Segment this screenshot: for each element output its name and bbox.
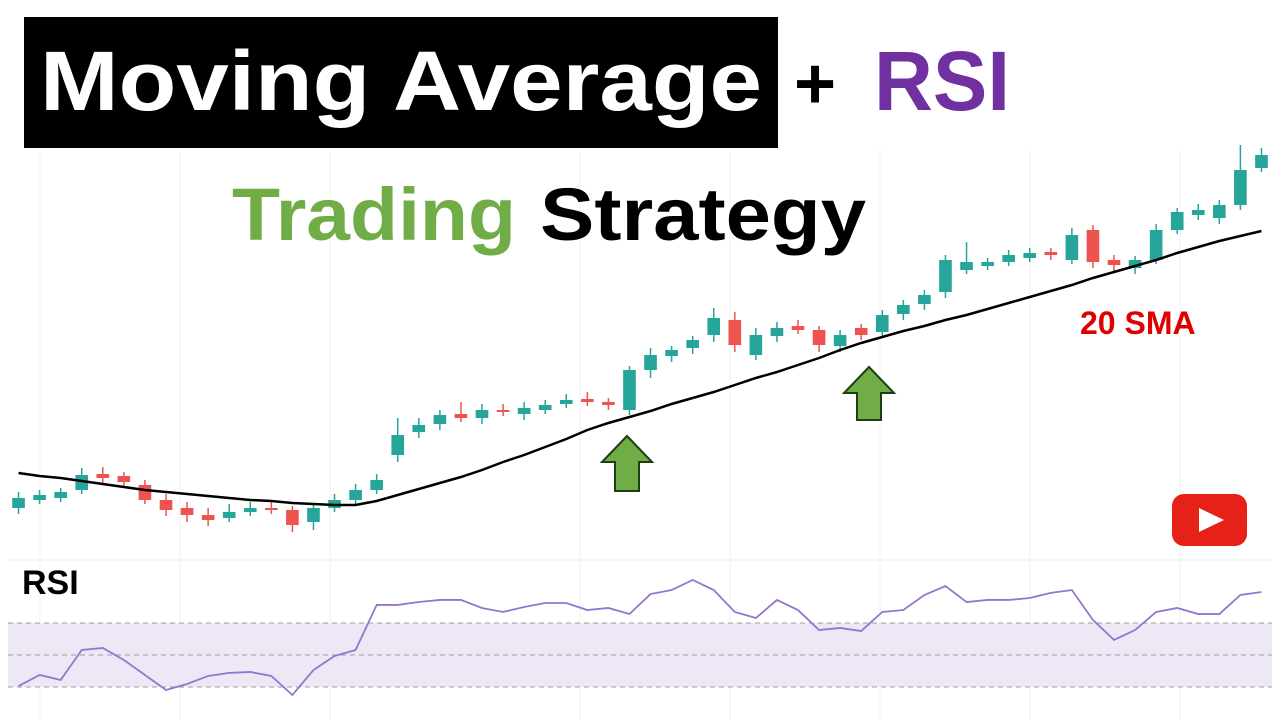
- candle-body: [96, 474, 110, 478]
- subtitle-strategy: Strategy: [540, 173, 866, 256]
- candle-body: [1023, 253, 1037, 258]
- candle-body: [1128, 260, 1142, 268]
- candle-body: [159, 500, 173, 510]
- candle-body: [349, 490, 362, 500]
- title-plus: +: [794, 44, 836, 124]
- candle-body: [517, 408, 531, 414]
- candle-body: [201, 515, 215, 520]
- candle-body: [686, 340, 699, 348]
- youtube-icon: [1172, 494, 1247, 546]
- candle-body: [243, 508, 257, 512]
- rsi-line: [18, 578, 1262, 697]
- candle-body: [854, 328, 868, 335]
- candle-body: [307, 508, 320, 522]
- candle-body: [222, 512, 236, 518]
- up-arrow: [599, 434, 655, 492]
- candle-body: [1234, 170, 1247, 205]
- title-rsi: RSI: [874, 34, 1010, 128]
- candle-body: [1149, 230, 1163, 260]
- title-box: [24, 17, 778, 148]
- candle-body: [180, 508, 194, 515]
- candle-body: [117, 476, 131, 482]
- candle-body: [559, 400, 573, 404]
- candle-body: [286, 510, 299, 525]
- title-main: Moving Average: [40, 34, 762, 128]
- candle-body: [812, 330, 826, 345]
- candle-body: [1191, 210, 1205, 215]
- candle-body: [1086, 230, 1100, 262]
- candle-body: [370, 480, 383, 490]
- candle-body: [138, 485, 152, 500]
- candle-body: [475, 410, 489, 418]
- candle-body: [412, 425, 426, 432]
- candle-body: [939, 260, 952, 292]
- candle-body: [1044, 252, 1058, 255]
- candle-body: [1170, 212, 1184, 230]
- candle-body: [918, 295, 931, 304]
- candle-body: [538, 405, 552, 410]
- candle-body: [454, 414, 468, 418]
- candle-body: [1255, 155, 1268, 168]
- sma-label: 20 SMA: [1080, 305, 1196, 341]
- candle-body: [1002, 255, 1015, 262]
- candle-body: [265, 508, 278, 510]
- candle-body: [391, 435, 405, 455]
- candle-body: [665, 350, 678, 356]
- candle-body: [960, 262, 973, 270]
- candle-body: [707, 318, 721, 335]
- candle-body: [581, 399, 594, 402]
- subtitle-trading: Trading: [232, 173, 516, 256]
- plot-area: [8, 145, 1272, 697]
- candle-body: [728, 320, 742, 345]
- candle-body: [623, 370, 636, 410]
- candle-body: [981, 262, 994, 266]
- candle-body: [875, 315, 889, 332]
- candle-body: [12, 498, 25, 508]
- candle-body: [33, 495, 46, 500]
- candle-body: [1107, 260, 1121, 265]
- candle-body: [897, 305, 910, 314]
- candle-body: [791, 326, 805, 330]
- candle-body: [54, 492, 67, 498]
- candle-body: [433, 415, 447, 424]
- candle-body: [602, 402, 615, 405]
- rsi-pane-title: RSI: [22, 564, 79, 602]
- up-arrow: [841, 365, 897, 421]
- candle-body: [749, 335, 763, 355]
- candle-body: [75, 475, 89, 490]
- candle-body: [644, 355, 657, 370]
- candle-body: [1065, 235, 1079, 260]
- candle-body: [496, 410, 510, 412]
- candle-body: [1213, 205, 1226, 218]
- candle-body: [833, 335, 847, 346]
- candle-body: [770, 328, 784, 336]
- sma-line: [18, 229, 1262, 507]
